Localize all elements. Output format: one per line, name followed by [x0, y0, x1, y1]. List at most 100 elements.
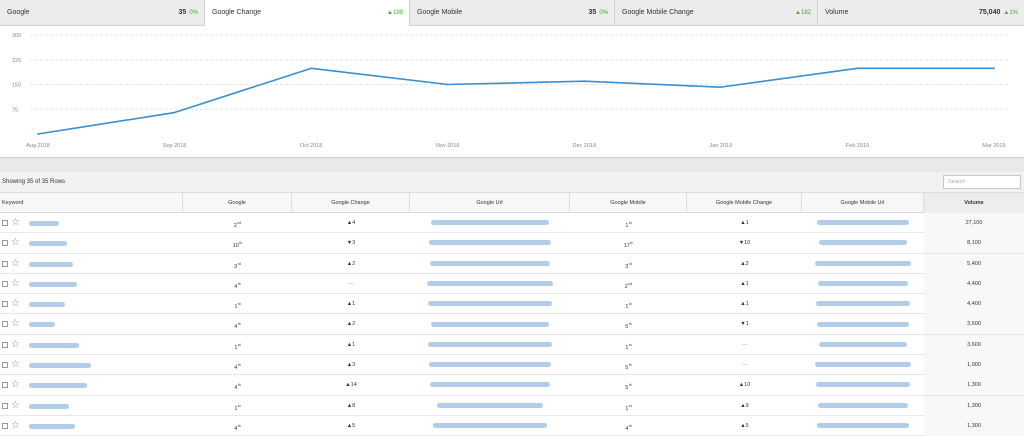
volume: 8,100: [924, 233, 1024, 254]
tab-change: ▲182: [795, 10, 811, 16]
row-checkbox[interactable]: [2, 382, 8, 389]
google-url-redacted[interactable]: [410, 233, 570, 253]
table-row[interactable]: ☆ 4th ▲14 5th ▲10 1,300: [0, 375, 1024, 396]
google-url-redacted[interactable]: [410, 254, 570, 274]
table-row[interactable]: ☆ 3rd ▲2 3rd ▲2 5,400: [0, 253, 1024, 274]
google-mobile-change: ▲1: [740, 301, 749, 308]
tab-volume[interactable]: Volume 75,040 ▲1%: [818, 0, 1024, 26]
data-point[interactable]: [37, 133, 39, 135]
google-mobile-url-redacted[interactable]: [802, 294, 924, 314]
row-checkbox[interactable]: [2, 280, 8, 287]
google-mobile-url-redacted[interactable]: [802, 416, 924, 436]
google-mobile-url-redacted[interactable]: [802, 213, 924, 233]
star-icon[interactable]: ☆: [11, 399, 20, 411]
table-header: Keyword Google Google Change Google Url …: [0, 193, 1024, 213]
table-row[interactable]: ☆ 4th ▲2 5th ▼1 3,600: [0, 314, 1024, 335]
data-point[interactable]: [856, 67, 859, 70]
tab-google-change[interactable]: Google Change ▲199: [205, 0, 410, 27]
row-checkbox[interactable]: [2, 422, 8, 429]
star-icon[interactable]: ☆: [11, 318, 20, 330]
tab-google-mobile-change[interactable]: Google Mobile Change ▲182: [615, 0, 818, 26]
google-mobile-url-redacted[interactable]: [802, 355, 924, 375]
data-point[interactable]: [583, 80, 586, 83]
star-icon[interactable]: ☆: [11, 217, 20, 228]
tab-google-mobile[interactable]: Google Mobile 35 0%: [410, 0, 615, 26]
table-row[interactable]: ☆ 2nd ▲4 1st ▲1 27,100: [0, 213, 1024, 234]
data-point[interactable]: [173, 111, 176, 114]
data-point[interactable]: [310, 67, 313, 70]
star-icon[interactable]: ☆: [11, 298, 20, 310]
google-mobile-rank: 1st: [625, 221, 632, 229]
google-rank: 10th: [232, 241, 243, 250]
x-tick-label: Aug 2018: [26, 143, 50, 149]
table-row[interactable]: ☆ 4th ▲3 5th — 1,900: [0, 355, 1024, 376]
data-point[interactable]: [993, 67, 995, 70]
col-google-mobile[interactable]: Google Mobile: [570, 193, 687, 213]
google-url-redacted[interactable]: [410, 355, 570, 375]
google-change: ▲4: [346, 220, 356, 226]
table-row[interactable]: ☆ 1st ▲8 1st ▲9 1,300: [0, 395, 1024, 416]
star-icon[interactable]: ☆: [11, 419, 20, 431]
col-keyword[interactable]: Keyword: [0, 193, 183, 213]
row-checkbox[interactable]: [2, 301, 8, 308]
table-row[interactable]: ☆ 1st ▲1 1st ▲1 4,400: [0, 294, 1024, 315]
row-checkbox[interactable]: [2, 402, 8, 409]
table-row[interactable]: ☆ 4th ▲5 4th ▲5 1,300: [0, 415, 1024, 437]
col-google-url[interactable]: Google Url: [410, 193, 570, 213]
google-url-redacted[interactable]: [410, 396, 570, 416]
table-row[interactable]: ☆ 1st ▲1 1st — 3,600: [0, 334, 1024, 356]
google-url-redacted[interactable]: [410, 213, 570, 233]
google-mobile-url-redacted[interactable]: [802, 396, 924, 416]
google-mobile-rank: 1st: [625, 342, 632, 351]
col-google[interactable]: Google: [183, 193, 292, 213]
tab-label: Google: [7, 9, 30, 16]
row-checkbox[interactable]: [2, 341, 8, 348]
x-tick-label: Jan 2019: [710, 143, 733, 149]
google-rank: 4th: [234, 423, 241, 432]
col-volume[interactable]: Volume: [924, 193, 1024, 213]
y-tick-label: 75: [12, 107, 18, 113]
google-mobile-rank: 5th: [625, 363, 632, 371]
google-mobile-url-redacted[interactable]: [802, 274, 924, 294]
google-mobile-url-redacted[interactable]: [802, 375, 924, 395]
col-google-mobile-change[interactable]: Google Mobile Change: [687, 193, 802, 213]
table-row[interactable]: ☆ 10th ▼3 17th ▼10 8,100: [0, 233, 1024, 254]
x-tick-label: Nov 2018: [436, 143, 460, 149]
x-tick-label: Mar 2019: [982, 143, 1005, 149]
row-checkbox[interactable]: [2, 220, 8, 226]
row-checkbox[interactable]: [2, 260, 8, 267]
col-google-change[interactable]: Google Change: [292, 193, 410, 213]
star-icon[interactable]: ☆: [11, 359, 20, 371]
data-point[interactable]: [446, 83, 449, 86]
search-input[interactable]: [943, 175, 1021, 189]
google-mobile-url-redacted[interactable]: [802, 254, 924, 274]
google-url-redacted[interactable]: [410, 375, 570, 395]
google-url-redacted[interactable]: [410, 314, 570, 334]
google-mobile-url-redacted[interactable]: [802, 314, 924, 334]
star-icon[interactable]: ☆: [11, 277, 20, 289]
star-icon[interactable]: ☆: [11, 257, 20, 269]
table-row[interactable]: ☆ 4th — 2nd ▲1 4,400: [0, 273, 1024, 295]
row-checkbox[interactable]: [2, 240, 8, 247]
star-icon[interactable]: ☆: [11, 338, 20, 350]
google-url-redacted[interactable]: [410, 294, 570, 314]
google-url-redacted[interactable]: [410, 416, 570, 436]
google-url-redacted[interactable]: [410, 274, 570, 294]
keyword-redacted: [29, 383, 87, 389]
line-chart: 300 225 150 75 Aug 2018 Sep 2018 Oct 2018 Nov 2…: [12, 33, 1008, 149]
google-mobile-change: —: [741, 362, 748, 369]
row-checkbox[interactable]: [2, 362, 8, 369]
star-icon[interactable]: ☆: [11, 379, 20, 391]
data-point[interactable]: [719, 86, 722, 89]
google-rank: 2nd: [233, 221, 242, 229]
tab-label: Google Mobile: [417, 9, 463, 16]
google-mobile-url-redacted[interactable]: [802, 233, 924, 253]
google-url-redacted[interactable]: [410, 335, 570, 355]
col-google-mobile-url[interactable]: Google Mobile Url: [802, 193, 924, 213]
google-mobile-url-redacted[interactable]: [802, 335, 924, 355]
tab-google[interactable]: Google 35 0%: [0, 0, 205, 26]
row-checkbox[interactable]: [2, 321, 8, 328]
star-icon[interactable]: ☆: [11, 237, 20, 249]
keyword-redacted: [29, 322, 55, 328]
tab-label: Volume: [825, 9, 849, 16]
